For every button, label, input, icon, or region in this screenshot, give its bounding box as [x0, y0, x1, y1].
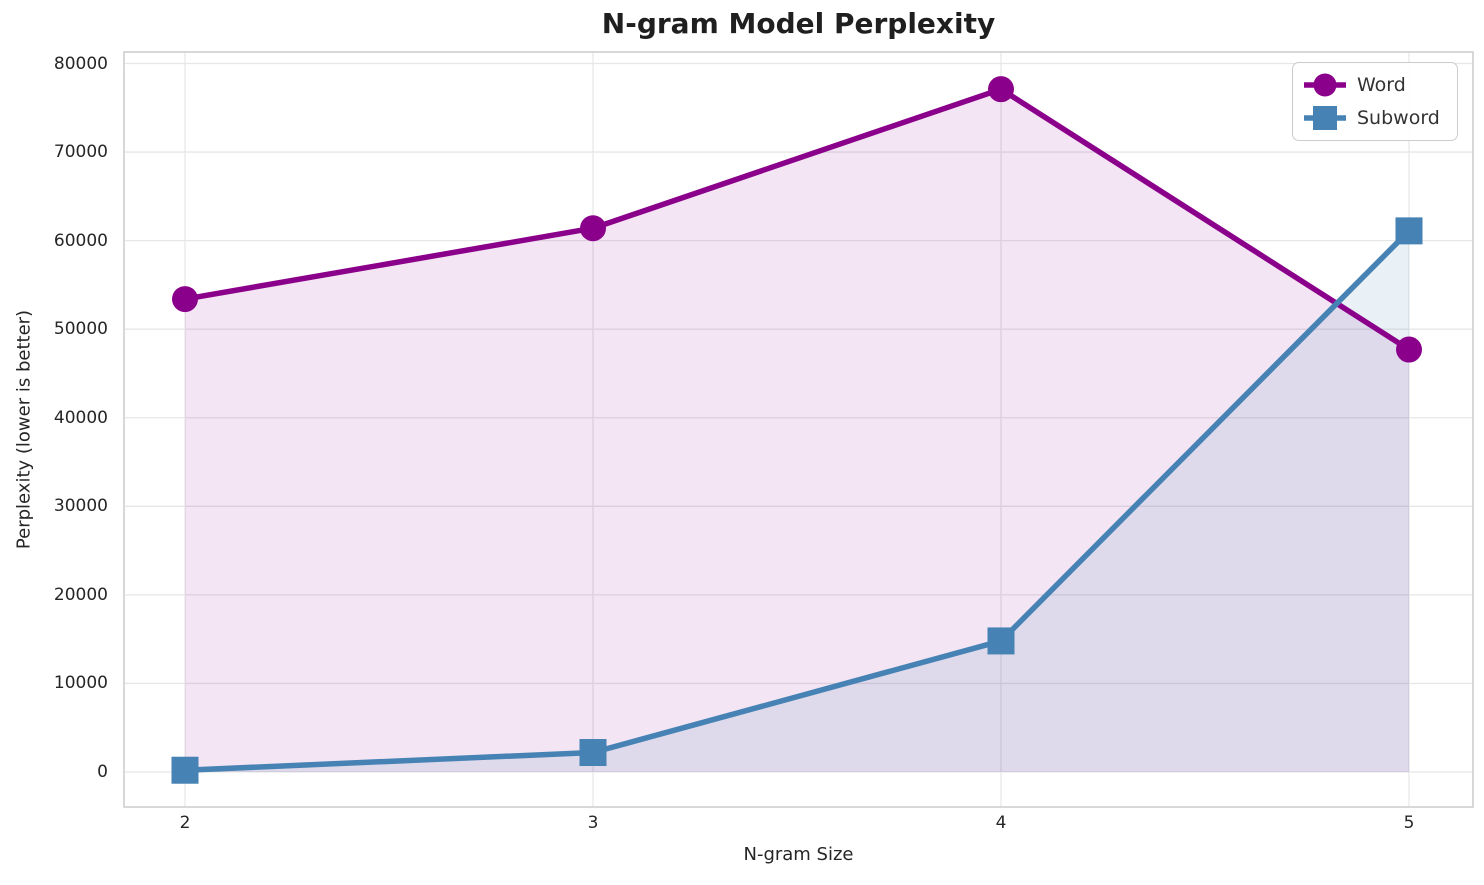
legend-label-subword: Subword: [1357, 107, 1440, 129]
y-tick-label: 10000: [53, 673, 108, 694]
x-tick-label: 5: [1403, 813, 1415, 833]
x-tick-label: 2: [179, 813, 191, 833]
legend-label-word: Word: [1357, 74, 1406, 96]
x-tick-label: 3: [587, 813, 599, 833]
word-data-point: [988, 76, 1014, 103]
subword-line: [182, 228, 1412, 773]
legend-item-subword: Subword: [1302, 103, 1447, 133]
y-tick-label: 30000: [53, 496, 108, 517]
y-tick-label: 20000: [53, 584, 108, 605]
legend-item-word: Word: [1302, 70, 1447, 100]
y-tick-label: 40000: [53, 407, 108, 428]
word-data-point: [1396, 336, 1422, 363]
subword-line-square-marker-icon: [1304, 106, 1346, 130]
subword-data-point: [1395, 217, 1423, 245]
legend: Word Subword: [1292, 62, 1458, 141]
word-data-point: [580, 215, 606, 242]
subword-data-point: [579, 739, 607, 767]
y-tick-label: 80000: [53, 53, 108, 74]
plot-border: [123, 51, 1474, 808]
subword-data-point: [171, 756, 199, 784]
subword-area-fill: [185, 230, 1409, 772]
y-tick-label: 60000: [53, 230, 108, 251]
word-area-fill: [185, 89, 1409, 773]
word-line: [182, 86, 1412, 353]
y-tick-label: 70000: [53, 142, 108, 163]
x-tick-label: 4: [995, 813, 1007, 833]
word-data-point: [172, 286, 198, 313]
chart-title: N-gram Model Perplexity: [601, 7, 996, 40]
x-axis-label: N-gram Size: [743, 844, 854, 865]
y-tick-label: 50000: [53, 319, 108, 340]
subword-data-point: [987, 627, 1015, 655]
y-tick-label: 0: [97, 762, 108, 782]
word-line-circle-marker-icon: [1304, 73, 1346, 97]
